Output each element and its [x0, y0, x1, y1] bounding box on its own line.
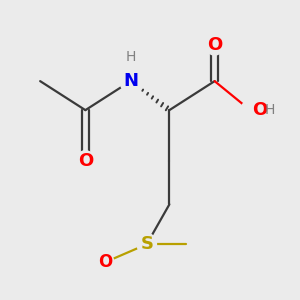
Text: O: O — [78, 152, 93, 170]
Circle shape — [206, 35, 224, 55]
Text: N: N — [123, 72, 138, 90]
Text: O: O — [207, 36, 222, 54]
Text: O: O — [98, 254, 112, 272]
Circle shape — [96, 252, 114, 272]
Circle shape — [76, 151, 94, 171]
Circle shape — [241, 100, 259, 120]
Text: O: O — [252, 101, 267, 119]
Text: H: H — [125, 50, 136, 64]
Circle shape — [137, 233, 157, 255]
Text: H: H — [265, 103, 275, 117]
Text: S: S — [140, 235, 153, 253]
Circle shape — [120, 69, 141, 93]
